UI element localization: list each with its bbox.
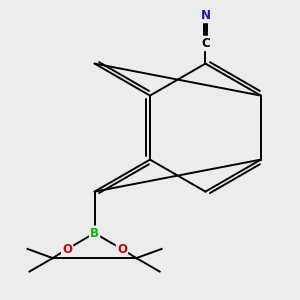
Text: C: C <box>201 37 210 50</box>
Text: B: B <box>90 227 99 240</box>
Text: O: O <box>62 243 72 256</box>
Text: N: N <box>200 9 210 22</box>
Text: O: O <box>117 243 127 256</box>
